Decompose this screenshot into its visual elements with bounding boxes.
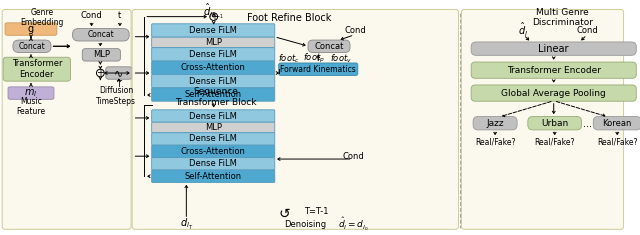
Text: Transformer
Encoder: Transformer Encoder <box>12 59 62 79</box>
FancyBboxPatch shape <box>152 74 275 88</box>
Text: Self-Attention: Self-Attention <box>185 90 242 99</box>
Text: Cross-Attention: Cross-Attention <box>180 147 246 156</box>
FancyBboxPatch shape <box>308 40 350 52</box>
FancyBboxPatch shape <box>152 122 275 133</box>
Text: Forward Kinematics: Forward Kinematics <box>280 65 356 74</box>
Text: Cond: Cond <box>576 26 598 35</box>
FancyBboxPatch shape <box>471 85 636 101</box>
Text: ∿: ∿ <box>114 68 124 78</box>
FancyBboxPatch shape <box>152 158 275 170</box>
Text: Transformer Encoder: Transformer Encoder <box>507 66 601 75</box>
Text: Dense FiLM: Dense FiLM <box>189 77 237 86</box>
Text: Real/Fake?: Real/Fake? <box>475 137 515 146</box>
Text: Real/Fake?: Real/Fake? <box>597 137 637 146</box>
FancyBboxPatch shape <box>5 23 57 35</box>
FancyBboxPatch shape <box>152 37 275 48</box>
Text: $foot_p$: $foot_p$ <box>303 52 325 65</box>
FancyBboxPatch shape <box>471 62 636 78</box>
Text: Self-Attention: Self-Attention <box>185 172 242 181</box>
Text: ...: ... <box>584 119 593 129</box>
Text: t: t <box>118 11 122 20</box>
Text: Korean: Korean <box>602 119 632 128</box>
FancyBboxPatch shape <box>152 88 275 101</box>
Text: $\hat{d}_l = d_{l_0}$: $\hat{d}_l = d_{l_0}$ <box>338 215 369 233</box>
Text: Sequence
Transformer Block: Sequence Transformer Block <box>175 87 257 107</box>
FancyBboxPatch shape <box>473 117 517 130</box>
FancyBboxPatch shape <box>152 61 275 74</box>
Text: $m_l$: $m_l$ <box>24 87 38 99</box>
FancyBboxPatch shape <box>2 9 131 229</box>
Text: Concat: Concat <box>314 42 344 51</box>
Text: Concat: Concat <box>19 42 45 51</box>
Text: Linear: Linear <box>538 44 569 54</box>
FancyBboxPatch shape <box>3 57 70 81</box>
Text: Dense FiLM: Dense FiLM <box>189 26 237 35</box>
FancyBboxPatch shape <box>152 110 275 122</box>
Text: Cond: Cond <box>342 152 364 161</box>
Text: Real/Fake?: Real/Fake? <box>534 137 575 146</box>
Text: Diffusion
TimeSteps: Diffusion TimeSteps <box>96 86 136 106</box>
FancyBboxPatch shape <box>132 9 458 229</box>
FancyBboxPatch shape <box>528 117 582 130</box>
FancyBboxPatch shape <box>152 133 275 145</box>
Text: Dense FiLM: Dense FiLM <box>189 112 237 121</box>
Text: Cond: Cond <box>81 11 102 20</box>
Text: Multi Genre
Discriminator: Multi Genre Discriminator <box>532 8 593 27</box>
FancyBboxPatch shape <box>593 117 640 130</box>
FancyBboxPatch shape <box>72 29 129 41</box>
Text: Dense FiLM: Dense FiLM <box>189 50 237 59</box>
Text: Denoising: Denoising <box>284 219 326 229</box>
Text: g: g <box>28 24 34 34</box>
Text: MLP: MLP <box>205 123 221 132</box>
FancyBboxPatch shape <box>152 48 275 61</box>
Text: $\hat{d}_l$: $\hat{d}_l$ <box>518 21 529 39</box>
Text: $foot_c$: $foot_c$ <box>278 52 300 65</box>
Text: Cond: Cond <box>344 27 366 35</box>
Text: Jazz: Jazz <box>486 119 504 128</box>
Text: MLP: MLP <box>205 38 221 47</box>
FancyBboxPatch shape <box>461 9 623 229</box>
Text: Global Average Pooling: Global Average Pooling <box>501 89 606 98</box>
Text: Genre
Embedding: Genre Embedding <box>20 8 63 27</box>
Text: T: T <box>116 80 122 89</box>
FancyBboxPatch shape <box>106 67 132 79</box>
Text: $\hat{d}_{l_{T-1}}$: $\hat{d}_{l_{T-1}}$ <box>203 1 225 20</box>
Text: $d_{l_T}$: $d_{l_T}$ <box>180 216 193 231</box>
FancyBboxPatch shape <box>471 42 636 55</box>
Text: Foot Refine Block: Foot Refine Block <box>247 13 331 23</box>
Text: $\circlearrowleft$: $\circlearrowleft$ <box>276 207 292 220</box>
Text: +: + <box>210 12 218 22</box>
FancyBboxPatch shape <box>152 24 275 37</box>
Text: Dense FiLM: Dense FiLM <box>189 159 237 168</box>
Text: $foot_v$: $foot_v$ <box>330 52 352 65</box>
FancyBboxPatch shape <box>83 49 120 61</box>
FancyBboxPatch shape <box>13 40 51 52</box>
FancyBboxPatch shape <box>8 87 54 99</box>
FancyBboxPatch shape <box>152 145 275 158</box>
Text: MLP: MLP <box>93 50 110 59</box>
Text: +: + <box>97 68 104 78</box>
Text: Cross-Attention: Cross-Attention <box>180 63 246 72</box>
Text: T=T-1: T=T-1 <box>303 207 328 216</box>
FancyBboxPatch shape <box>278 63 358 75</box>
FancyBboxPatch shape <box>152 170 275 182</box>
Text: Concat: Concat <box>88 30 114 39</box>
Text: Music
Feature: Music Feature <box>17 97 45 116</box>
Text: Urban: Urban <box>541 119 568 128</box>
Text: Dense FiLM: Dense FiLM <box>189 134 237 144</box>
